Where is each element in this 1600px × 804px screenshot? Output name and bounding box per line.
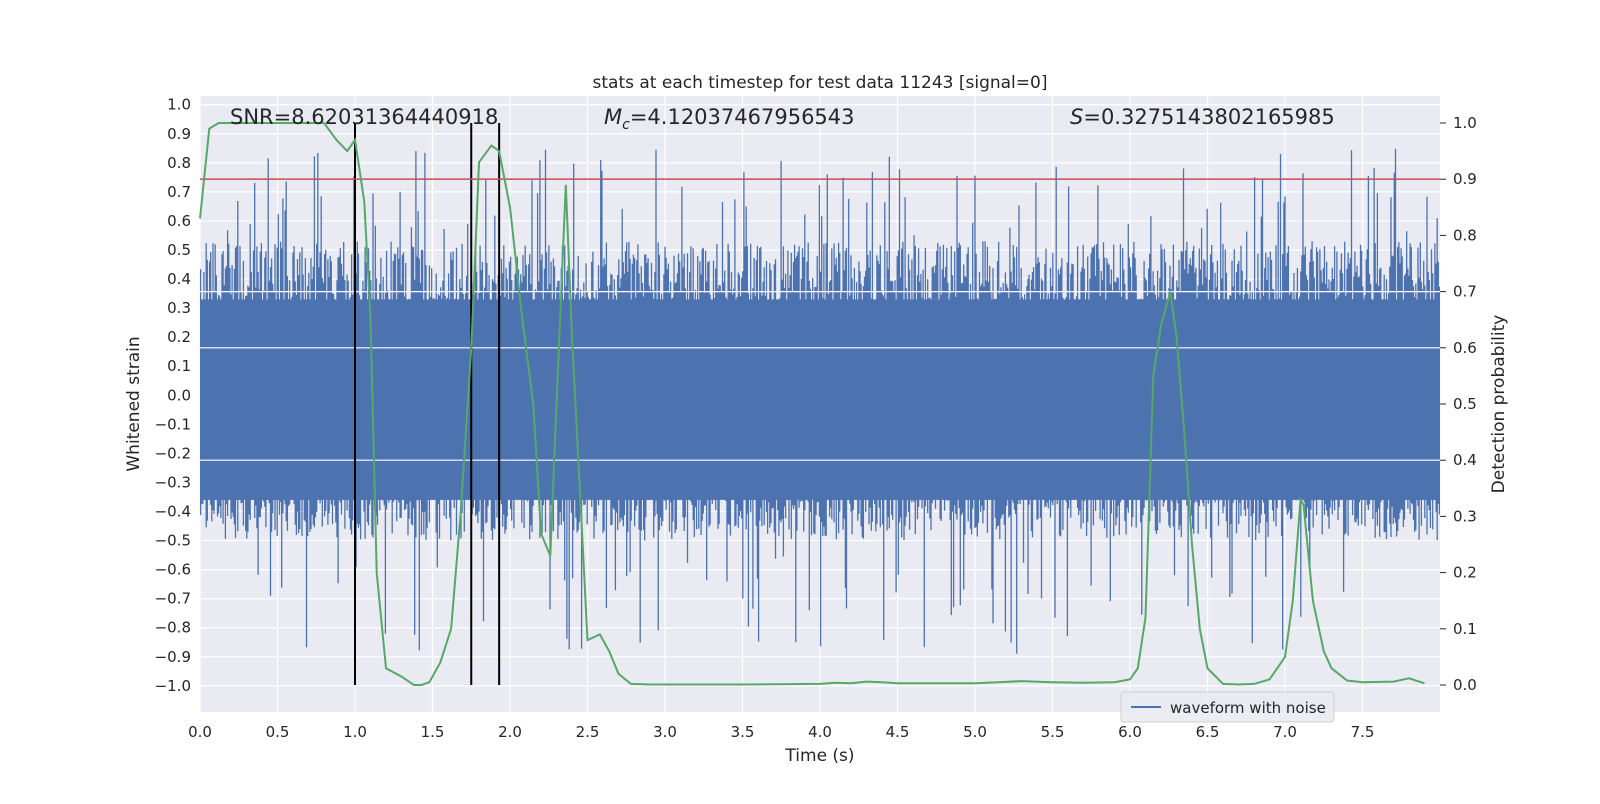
x-tick-label: 0.5 — [266, 723, 290, 741]
chart-title: stats at each timestep for test data 112… — [593, 73, 1048, 93]
chirp-mass-symbol: M — [604, 105, 622, 129]
x-tick-label: 6.5 — [1196, 723, 1220, 741]
y-tick-label: −1.0 — [155, 677, 191, 695]
y2-tick-label: 0.3 — [1453, 507, 1477, 525]
y-tick-label: −0.8 — [155, 619, 191, 637]
y-tick-label: −0.4 — [155, 503, 191, 521]
y2-tick-label: 0.9 — [1453, 170, 1477, 188]
y-axis-ticks: 1.0 0.9 0.8 0.7 0.6 0.5 0.4 0.3 0.2 0.1 0.0 −0.1 −0.… — [155, 96, 191, 695]
y-tick-label: 0.9 — [167, 125, 191, 143]
x-tick-label: 7.0 — [1273, 723, 1297, 741]
y2-tick-label: 0.0 — [1453, 676, 1477, 694]
x-tick-label: 3.5 — [731, 723, 755, 741]
y2-tick-label: 0.4 — [1453, 451, 1477, 469]
y-tick-label: −0.5 — [155, 532, 191, 550]
chirp-mass-annotation: Mc=4.12037467956543 — [604, 105, 855, 133]
x-tick-label: 3.0 — [653, 723, 677, 741]
y-tick-label: 0.4 — [167, 270, 191, 288]
x-tick-label: 5.0 — [963, 723, 987, 741]
x-tick-label: 2.5 — [576, 723, 600, 741]
y2-tick-label: 1.0 — [1453, 114, 1477, 132]
y-tick-label: −0.7 — [155, 590, 191, 608]
s-symbol: S — [1070, 105, 1083, 129]
y2-tick-label: 0.1 — [1453, 620, 1477, 638]
y-tick-label: −0.1 — [155, 415, 191, 433]
y-tick-label: 0.7 — [167, 183, 191, 201]
y2-tick-label: 0.5 — [1453, 395, 1477, 413]
secondary-grid-lines — [200, 290, 1440, 461]
x-tick-label: 6.0 — [1118, 723, 1142, 741]
waveform-series — [199, 148, 1441, 654]
y-tick-label: −0.6 — [155, 561, 191, 579]
x-tick-label: 0.0 — [188, 723, 212, 741]
y-tick-label: 0.5 — [167, 241, 191, 259]
x-axis-label: Time (s) — [784, 746, 854, 766]
y-tick-label: 0.2 — [167, 328, 191, 346]
legend-box — [1120, 691, 1335, 723]
y-tick-label: 0.0 — [167, 386, 191, 404]
y-axis-label: Whitened strain — [124, 336, 144, 471]
snr-annotation: SNR=8.62031364440918 — [230, 105, 498, 129]
event-markers — [354, 122, 501, 686]
y2-tick-label: 0.8 — [1453, 226, 1477, 244]
y-tick-label: −0.9 — [155, 648, 191, 666]
y2-tick-label: 0.6 — [1453, 339, 1477, 357]
x-tick-label: 1.0 — [343, 723, 367, 741]
x-tick-label: 4.0 — [808, 723, 832, 741]
x-tick-label: 7.5 — [1351, 723, 1375, 741]
y-tick-label: 1.0 — [167, 96, 191, 114]
s-value: =0.3275143802165985 — [1083, 105, 1334, 129]
y2-tick-label: 0.2 — [1453, 564, 1477, 582]
x-tick-label: 5.5 — [1041, 723, 1065, 741]
y2-axis-ticks: 1.0 0.9 0.8 0.7 0.6 0.5 0.4 0.3 0.2 0.1 0.0 — [1440, 114, 1477, 694]
y-tick-label: −0.3 — [155, 473, 191, 491]
legend-label: waveform with noise — [1170, 699, 1326, 717]
y2-tick-label: 0.7 — [1453, 283, 1477, 301]
s-annotation: S=0.3275143802165985 — [1070, 105, 1335, 129]
y-tick-label: 0.3 — [167, 299, 191, 317]
y-tick-label: 0.1 — [167, 357, 191, 375]
x-tick-label: 4.5 — [886, 723, 910, 741]
waveform-trace — [199, 148, 1441, 654]
x-axis-ticks: 0.0 0.5 1.0 1.5 2.0 2.5 3.0 3.5 4.0 4.5 5.0 5.5 6.0 6… — [188, 723, 1374, 741]
y-tick-label: −0.2 — [155, 444, 191, 462]
x-tick-label: 2.0 — [498, 723, 522, 741]
y-tick-label: 0.6 — [167, 212, 191, 230]
y-tick-label: 0.8 — [167, 154, 191, 172]
detection-probability-series — [199, 122, 1425, 686]
y2-axis-label: Detection probability — [1489, 315, 1509, 494]
chirp-mass-value: =4.12037467956543 — [630, 105, 855, 129]
legend: waveform with noise — [1120, 691, 1335, 723]
chirp-mass-subscript: c — [622, 117, 630, 133]
x-tick-label: 1.5 — [421, 723, 445, 741]
